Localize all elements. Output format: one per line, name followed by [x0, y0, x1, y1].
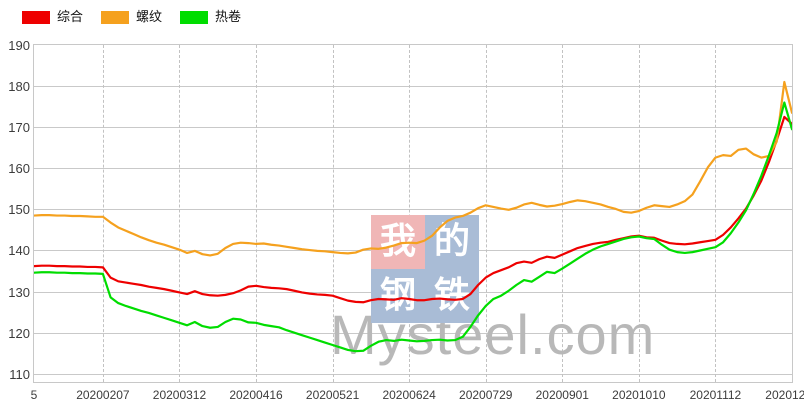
x-tick-label-2: 20200312 [152, 388, 207, 402]
y-tick-label-150: 150 [8, 202, 30, 218]
gridline-x-8 [638, 45, 640, 382]
legend-item-rebar[interactable]: 螺纹 [101, 9, 163, 25]
series-line-hot-rolled-coil [34, 101, 792, 353]
gridline-x-2 [179, 45, 181, 382]
gridline-y-180 [34, 86, 792, 88]
gridline-x-1 [102, 45, 104, 382]
gridline-x-10 [792, 45, 793, 382]
legend-label-composite: 综合 [57, 9, 84, 25]
series-line-rebar [34, 80, 792, 257]
gridline-y-160 [34, 168, 792, 170]
legend-item-hot-rolled-coil[interactable]: 热卷 [180, 9, 242, 25]
gridline-y-110 [34, 373, 792, 375]
gridline-y-120 [34, 332, 792, 334]
y-tick-label-180: 180 [8, 79, 30, 95]
legend-label-hot-rolled-coil: 热卷 [215, 9, 242, 25]
gridline-x-3 [256, 45, 258, 382]
plot-area: 我 的 钢 铁 Mysteel.com [33, 44, 793, 383]
x-tick-label-6: 20200729 [459, 388, 513, 402]
gridline-x-4 [332, 45, 334, 382]
legend-swatch-hot-rolled-coil [180, 10, 209, 24]
x-tick-label-3: 20200416 [229, 388, 283, 402]
x-tick-label-9: 20201112 [689, 388, 742, 402]
legend-swatch-rebar [101, 10, 130, 24]
x-tick-label-5: 20200624 [382, 388, 436, 402]
gridline-x-6 [485, 45, 487, 382]
series-lines [34, 80, 792, 353]
series-line-composite [34, 115, 792, 304]
gridline-x-9 [715, 45, 717, 382]
y-tick-label-120: 120 [8, 325, 30, 341]
y-tick-label-140: 140 [8, 243, 30, 259]
legend-swatch-composite [22, 10, 50, 24]
y-tick-label-130: 130 [8, 284, 30, 300]
y-tick-label-170: 170 [8, 120, 30, 136]
x-tick-label-7: 20200901 [535, 388, 589, 402]
y-tick-label-160: 160 [8, 161, 30, 177]
gridline-x-7 [562, 45, 564, 382]
gridline-y-150 [34, 209, 792, 211]
legend-label-rebar: 螺纹 [136, 9, 163, 25]
legend-item-composite[interactable]: 综合 [22, 9, 84, 25]
x-tick-label-8: 20201010 [612, 388, 666, 402]
chart-legend: 综合 螺纹 热卷 [22, 6, 259, 28]
y-tick-label-190: 190 [8, 38, 30, 53]
y-tick-label-110: 110 [9, 366, 30, 382]
x-tick-label-10: 20201216 [765, 388, 804, 402]
x-tick-label-0: 5 [30, 388, 38, 402]
x-tick-label-1: 20200207 [76, 388, 130, 402]
gridline-x-5 [409, 45, 411, 382]
gridline-y-170 [34, 127, 792, 129]
x-tick-label-4: 20200521 [305, 388, 360, 402]
